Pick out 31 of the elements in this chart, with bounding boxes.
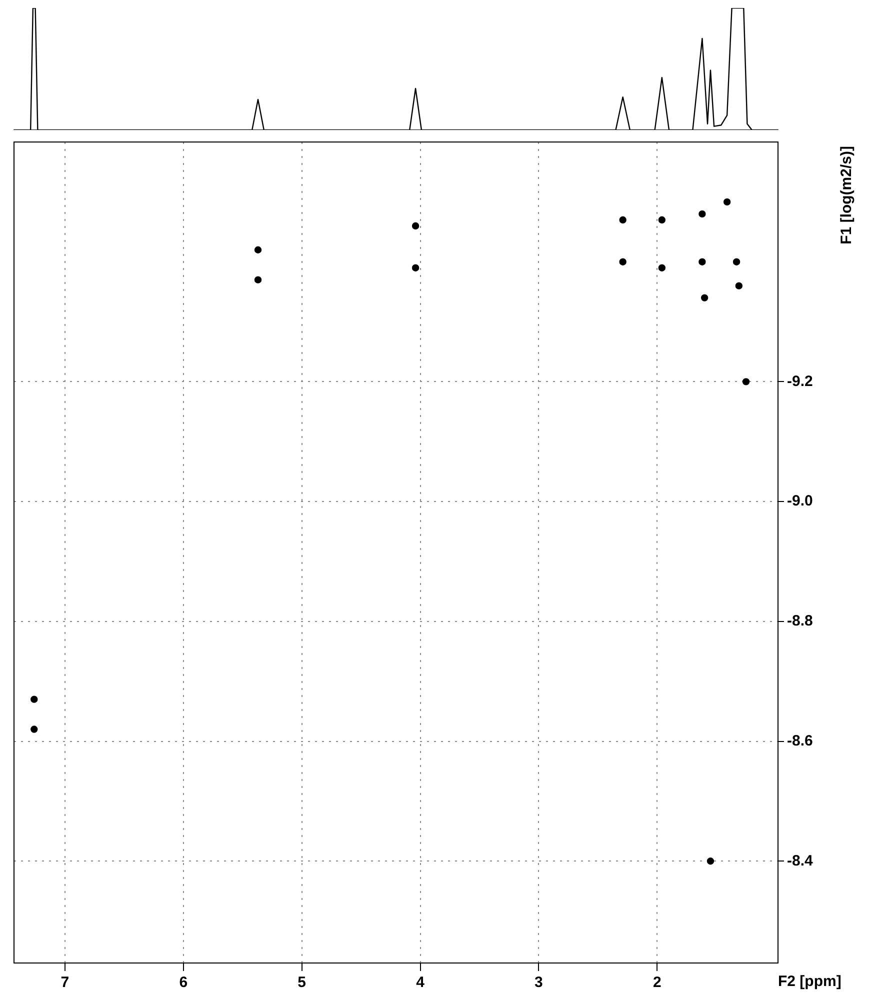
point	[698, 210, 706, 218]
point	[723, 198, 731, 206]
point	[735, 282, 743, 290]
x-tick-label: 4	[416, 974, 426, 992]
x-tick-label: 6	[179, 974, 188, 992]
x-axis-title: F2 [ppm]	[778, 973, 842, 990]
point	[412, 222, 420, 230]
point	[700, 294, 708, 302]
y-tick-label: -9.2	[787, 372, 813, 390]
point	[658, 216, 666, 224]
point	[698, 258, 706, 266]
point	[412, 264, 420, 272]
x-tick-label: 3	[534, 974, 543, 992]
point	[732, 258, 740, 266]
y-axis-title: F1 [log(m2/s)]	[838, 146, 855, 244]
y-tick-label: -8.8	[787, 612, 813, 630]
point	[254, 276, 262, 284]
point	[619, 216, 626, 224]
point	[30, 726, 38, 733]
point	[742, 378, 750, 386]
x-tick-label: 2	[653, 974, 662, 992]
point	[619, 258, 626, 266]
point	[30, 696, 38, 703]
x-tick-label: 7	[60, 974, 70, 992]
y-tick-label: -8.6	[787, 732, 813, 750]
y-tick-label: -8.4	[787, 852, 814, 870]
point	[658, 264, 666, 272]
x-tick-label: 5	[298, 974, 306, 992]
point	[254, 246, 262, 254]
y-tick-label: -9.0	[787, 492, 813, 510]
point	[706, 858, 714, 865]
